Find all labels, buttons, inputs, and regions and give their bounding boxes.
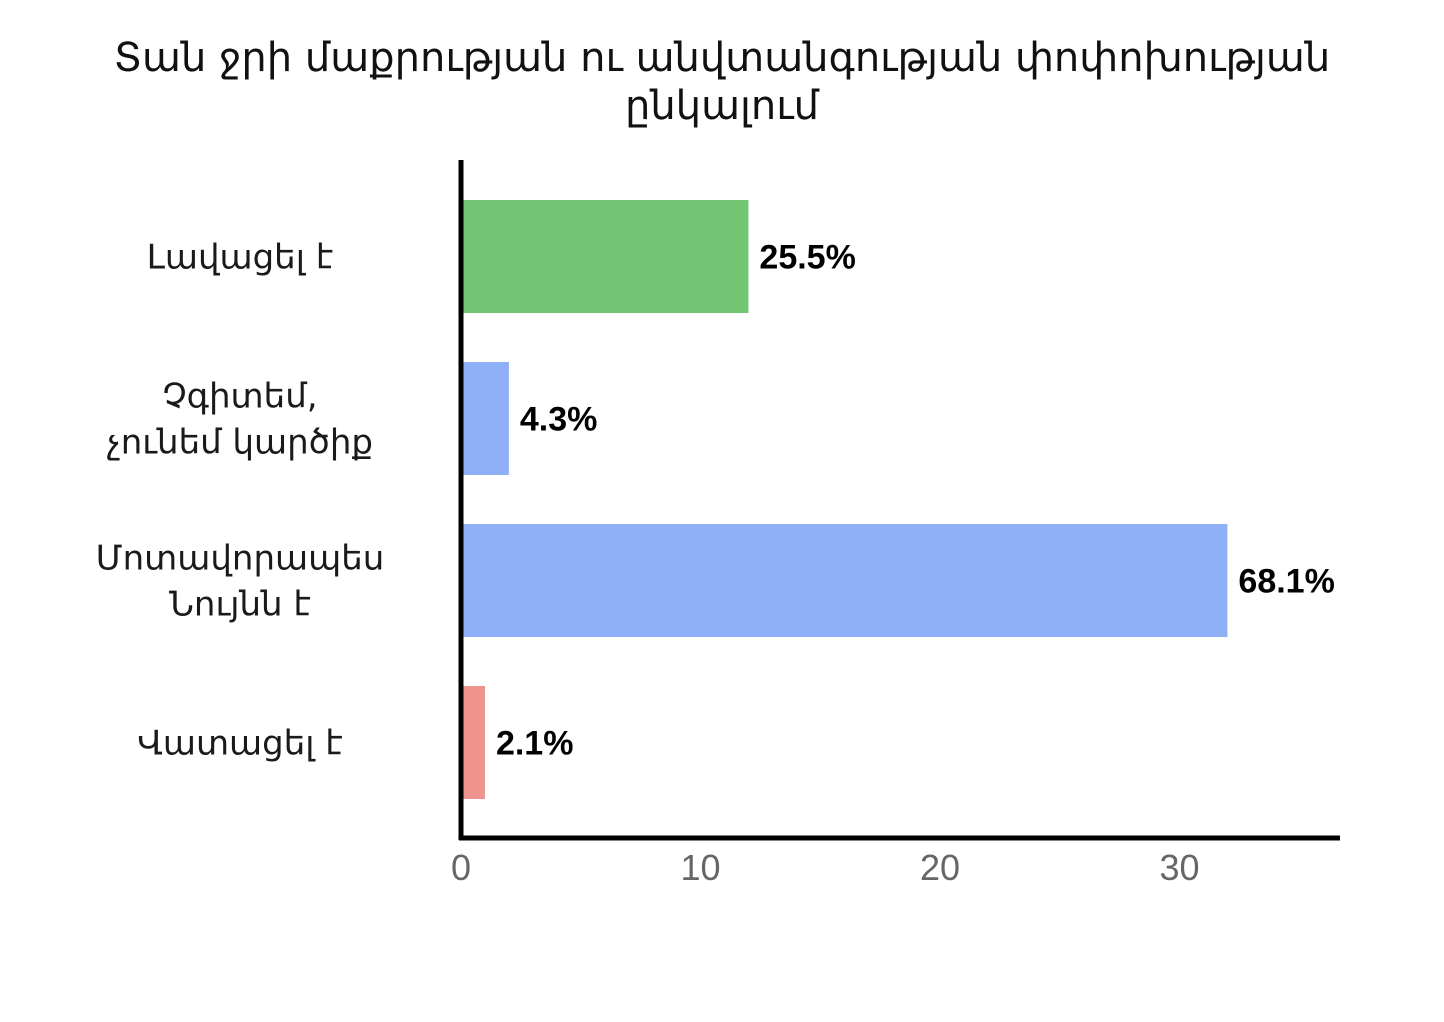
category-label-1-0: Չգիտեմ, xyxy=(162,377,317,417)
bar-3 xyxy=(461,686,485,799)
bar-1 xyxy=(461,362,509,475)
value-label-2: 68.1% xyxy=(1238,563,1334,601)
category-label-2-0: Մոտավորապես xyxy=(96,539,385,579)
bar-2 xyxy=(461,524,1228,637)
value-label-3: 2.1% xyxy=(496,725,573,763)
chart-title: Տան ջրի մաքրության ու անվտանգության փոփո… xyxy=(0,34,1444,130)
chart-title-line-2: ընկալում xyxy=(625,83,819,129)
bars-layer xyxy=(461,200,1228,799)
category-label-0-0: Լավացել է xyxy=(147,238,334,278)
value-label-1: 4.3% xyxy=(520,401,598,439)
x-tick-label-3: 30 xyxy=(1160,847,1200,888)
axes-layer: 0 10 20 30 xyxy=(451,160,1340,888)
value-label-0: 25.5% xyxy=(759,239,855,277)
category-label-3-0: Վատացել է xyxy=(137,724,343,764)
labels-layer: 25.5% Լավացել է 4.3% Չգիտեմ, չունեմ կարծիք 68… xyxy=(96,238,1335,764)
category-label-1-1: չունեմ կարծիք xyxy=(107,423,373,463)
x-tick-label-2: 20 xyxy=(920,847,960,888)
bar-0 xyxy=(461,200,749,313)
x-tick-label-0: 0 xyxy=(451,847,471,888)
x-tick-label-1: 10 xyxy=(680,847,720,888)
chart-title-line-1: Տան ջրի մաքրության ու անվտանգության փոփո… xyxy=(113,35,1331,81)
category-label-2-1: Նույնն է xyxy=(169,585,311,625)
